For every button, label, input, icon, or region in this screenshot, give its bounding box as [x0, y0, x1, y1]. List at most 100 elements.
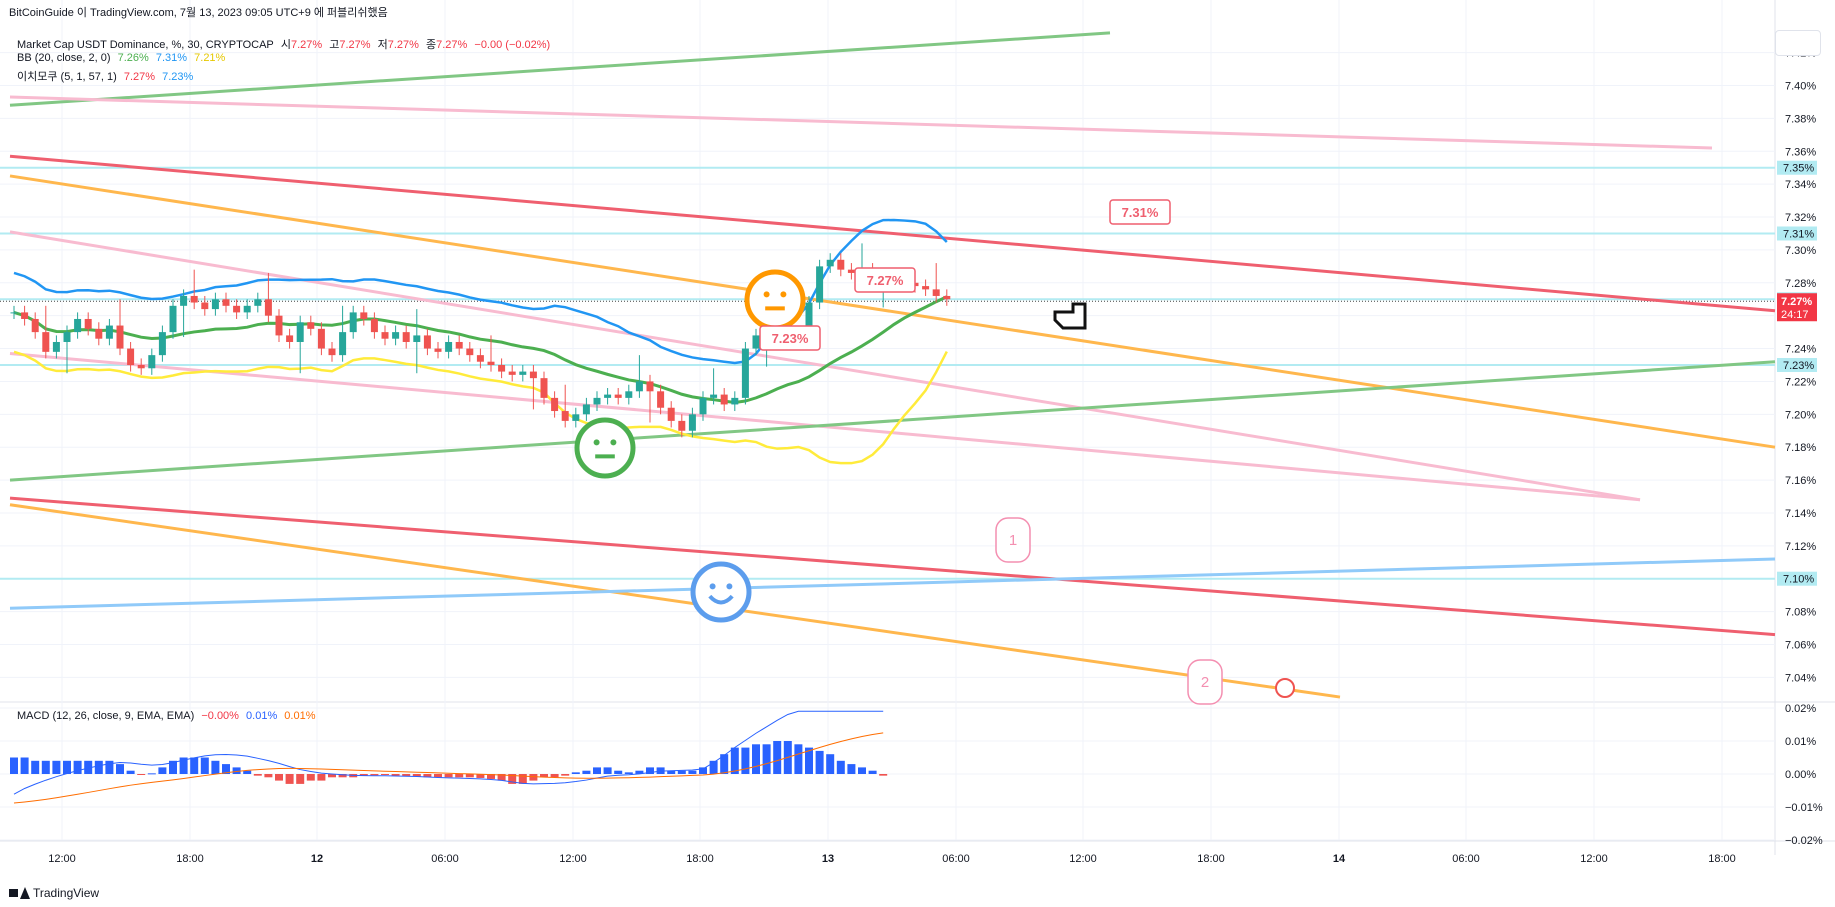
macd-histogram-bar: [836, 760, 845, 774]
macd-grid: [0, 707, 1775, 841]
candle-body: [148, 355, 156, 369]
macd-histogram-bar: [52, 760, 61, 774]
candle-body: [63, 332, 71, 342]
candle-body: [116, 325, 124, 349]
candle-body: [476, 355, 484, 362]
ichimoku-label: 이치모쿠 (5, 1, 57, 1): [17, 71, 117, 83]
macd-histogram-bar: [624, 772, 633, 774]
smile-face-icon-mouth: [708, 594, 734, 605]
x-tick-label: 18:00: [686, 853, 714, 865]
y-tick-label: 7.08%: [1785, 607, 1816, 619]
macd-histogram-bar: [667, 770, 676, 774]
candle-body: [381, 332, 389, 339]
candle-body: [243, 305, 251, 313]
macd-histogram-bar: [868, 770, 877, 774]
macd-histogram-bar: [94, 760, 103, 774]
price-label-badge: [1777, 160, 1817, 175]
symbol-legend[interactable]: Market Cap USDT Dominance, %, 30, CRYPTO…: [17, 36, 554, 52]
emoji-markers[interactable]: [574, 269, 1295, 698]
candle-body: [360, 312, 368, 319]
price-label-text: 7.10%: [1783, 574, 1814, 586]
price-callouts[interactable]: 7.31% 7.27% 7.23% 1 2: [759, 199, 1223, 705]
symbol-title: Market Cap USDT Dominance, %, 30, CRYPTO…: [17, 39, 274, 51]
macd-histogram-bar: [285, 774, 294, 784]
macd-histogram-bar: [275, 774, 283, 781]
macd-histogram-bar: [571, 772, 580, 774]
macd-histogram-bar: [646, 767, 654, 774]
macd-histogram-bar: [306, 774, 315, 781]
smile-face-icon: [690, 561, 752, 623]
macd-histogram-bar: [465, 774, 474, 778]
macd-histogram-bar: [264, 774, 273, 778]
macd-histogram-bar: [211, 760, 220, 774]
candle-body: [932, 289, 940, 296]
macd-histogram-bar: [635, 770, 644, 774]
candle-body: [42, 332, 50, 352]
ichimoku-legend[interactable]: 이치모쿠 (5, 1, 57, 1) 7.27% 7.23%: [17, 68, 197, 84]
hand-pointer-icon: [1053, 302, 1087, 330]
macd-histogram-bar: [561, 774, 570, 776]
tradingview-footer[interactable]: TradingView: [9, 886, 99, 900]
y-tick-label: 7.34%: [1785, 179, 1816, 191]
y-tick-label: 7.14%: [1785, 508, 1816, 520]
y-tick-label: 7.06%: [1785, 639, 1816, 651]
marker-text: 2: [1201, 674, 1209, 691]
macd-histogram-bar: [529, 774, 538, 781]
candle-body: [455, 341, 463, 349]
y-tick-label: 7.30%: [1785, 245, 1816, 257]
candle-body: [275, 315, 283, 336]
y-tick-label: 7.16%: [1785, 475, 1816, 487]
candle-body: [943, 295, 951, 300]
candle-body: [413, 335, 421, 342]
price-axis[interactable]: 7.42%7.40%7.38%7.36%7.34%7.32%7.30%7.28%…: [1777, 48, 1817, 685]
candle-body: [10, 312, 18, 314]
candlestick-series: [10, 243, 951, 438]
neutral-face-icon-eye: [593, 439, 600, 446]
macd-histogram-bar: [84, 760, 93, 774]
orange-face-icon-eye: [763, 291, 770, 298]
y-tick-label: 7.40%: [1785, 81, 1816, 93]
macd-histogram-bar: [359, 774, 368, 776]
bb-legend[interactable]: BB (20, close, 2, 0) 7.26% 7.31% 7.21%: [17, 52, 229, 64]
marker-text: 1: [1009, 532, 1017, 549]
settings-button[interactable]: [1775, 30, 1821, 56]
macd-histogram-bar: [253, 774, 262, 776]
macd-histogram-bar: [338, 774, 347, 778]
macd-histogram-bar: [858, 767, 866, 774]
low-label: 저: [377, 39, 388, 51]
candle-body: [349, 312, 357, 333]
time-axis[interactable]: 12:00 18:00 12 06:00 12:00 18:00 13 06:00 12:00 1…: [48, 853, 1736, 865]
trendline-drawings[interactable]: [0, 31, 1776, 699]
price-label-badge: [1777, 226, 1817, 241]
macd-histogram-bar: [328, 774, 336, 778]
candle-body: [847, 269, 855, 273]
candle-body: [105, 325, 113, 339]
candle-body: [551, 397, 559, 412]
macd-histogram-bar: [317, 774, 326, 781]
macd-histogram-bar: [540, 774, 548, 778]
candle-body: [307, 322, 315, 329]
y-tick-label: 7.12%: [1785, 541, 1816, 553]
macd-histogram-bar: [105, 760, 114, 774]
macd-legend[interactable]: MACD (12, 26, close, 9, EMA, EMA) −0.00%…: [17, 710, 320, 722]
macd-histogram-bar: [688, 770, 697, 774]
candle-body: [286, 335, 294, 342]
candle-body: [572, 414, 580, 421]
smile-face-icon-eye: [726, 583, 733, 590]
macd-histogram-bar: [879, 774, 888, 776]
macd-histogram-bar: [794, 744, 803, 774]
macd-tick-label: −0.02%: [1785, 835, 1823, 847]
candle-body: [317, 328, 325, 349]
macd-histogram-bar: [402, 774, 411, 776]
bb-lower-value: 7.21%: [194, 52, 226, 64]
candle-body: [731, 397, 739, 405]
candle-body: [614, 394, 622, 398]
candle-body: [137, 365, 145, 369]
macd-histogram-bar: [169, 760, 177, 774]
candle-body: [370, 318, 378, 333]
macd-histogram-bar: [444, 774, 453, 778]
macd-axis[interactable]: 0.02% 0.01% 0.00% −0.01% −0.02%: [1785, 703, 1823, 847]
candle-body: [31, 318, 39, 333]
bb-upper-value: 7.31%: [155, 52, 188, 64]
